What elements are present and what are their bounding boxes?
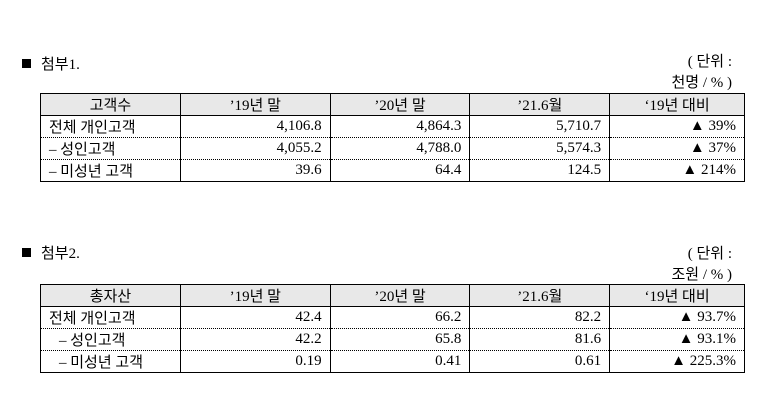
section-title-text: 첨부1.	[41, 57, 80, 73]
row-label: 전체 개인고객	[40, 115, 181, 138]
table-row: 전체 개인고객 42.4 66.2 82.2 ▲ 93.7%	[40, 306, 745, 329]
unit-line: ( 단위 :	[687, 54, 732, 70]
cell: ▲ 214%	[609, 159, 745, 182]
cell: 0.61	[469, 350, 611, 373]
cell: ▲ 225.3%	[609, 350, 745, 373]
cell: 64.4	[329, 159, 471, 182]
row-label: – 미성년 고객	[40, 159, 181, 182]
unit-line: ( 단위 :	[687, 246, 732, 262]
header-cell: ’20년 말	[329, 284, 471, 307]
cell: 5,574.3	[469, 137, 611, 160]
cell: 4,106.8	[179, 115, 331, 138]
table-row: – 성인고객 4,055.2 4,788.0 5,574.3 ▲ 37%	[40, 137, 745, 160]
cell: ▲ 39%	[609, 115, 745, 138]
data-table: 고객수 ’19년 말 ’20년 말 ’21.6월 ‘19년 대비 전체 개인고객 4,106…	[40, 93, 745, 182]
cell: 82.2	[469, 306, 611, 329]
cell: ▲ 93.7%	[609, 306, 745, 329]
unit-line: 천명 / % )	[671, 75, 732, 91]
cell: 42.4	[179, 306, 331, 329]
section-title: 첨부1.	[22, 53, 80, 74]
cell: 4,864.3	[329, 115, 471, 138]
cell: 42.2	[179, 328, 331, 351]
section-title-text: 첨부2.	[41, 246, 80, 262]
header-cell: ’21.6월	[469, 93, 611, 116]
bullet	[22, 59, 31, 68]
table-row: – 성인고객 42.2 65.8 81.6 ▲ 93.1%	[40, 328, 745, 351]
cell: 124.5	[469, 159, 611, 182]
cell: ▲ 93.1%	[609, 328, 745, 351]
cell: 65.8	[329, 328, 471, 351]
row-label: – 미성년 고객	[40, 350, 181, 373]
header-cell: ’19년 말	[179, 284, 331, 307]
cell: 5,710.7	[469, 115, 611, 138]
header-cell: 고객수	[40, 93, 181, 116]
row-label: – 성인고객	[40, 137, 181, 160]
unit-line: 조원 / % )	[671, 267, 732, 283]
row-label: 전체 개인고객	[40, 306, 181, 329]
header-cell: ‘19년 대비	[609, 284, 745, 307]
cell: ▲ 37%	[609, 137, 745, 160]
cell: 0.19	[179, 350, 331, 373]
bullet	[22, 248, 31, 257]
cell: 39.6	[179, 159, 331, 182]
cell: 66.2	[329, 306, 471, 329]
header-cell: ’20년 말	[329, 93, 471, 116]
cell: 81.6	[469, 328, 611, 351]
header-cell: ’19년 말	[179, 93, 331, 116]
cell: 4,055.2	[179, 137, 331, 160]
header-cell: ‘19년 대비	[609, 93, 745, 116]
table-row: – 미성년 고객 0.19 0.41 0.61 ▲ 225.3%	[40, 350, 745, 373]
header-cell: 총자산	[40, 284, 181, 307]
row-label: – 성인고객	[40, 328, 181, 351]
header-cell: ’21.6월	[469, 284, 611, 307]
header-row: 총자산 ’19년 말 ’20년 말 ’21.6월 ‘19년 대비	[40, 284, 745, 307]
unit-note: ( 단위 : 천명 / % )	[671, 50, 732, 92]
cell: 0.41	[329, 350, 471, 373]
cell: 4,788.0	[329, 137, 471, 160]
section-title: 첨부2.	[22, 242, 80, 263]
data-table: 총자산 ’19년 말 ’20년 말 ’21.6월 ‘19년 대비 전체 개인고객 42.4 6…	[40, 284, 745, 373]
header-row: 고객수 ’19년 말 ’20년 말 ’21.6월 ‘19년 대비	[40, 93, 745, 116]
table-row: – 미성년 고객 39.6 64.4 124.5 ▲ 214%	[40, 159, 745, 182]
unit-note: ( 단위 : 조원 / % )	[671, 242, 732, 284]
table-row: 전체 개인고객 4,106.8 4,864.3 5,710.7 ▲ 39%	[40, 115, 745, 138]
